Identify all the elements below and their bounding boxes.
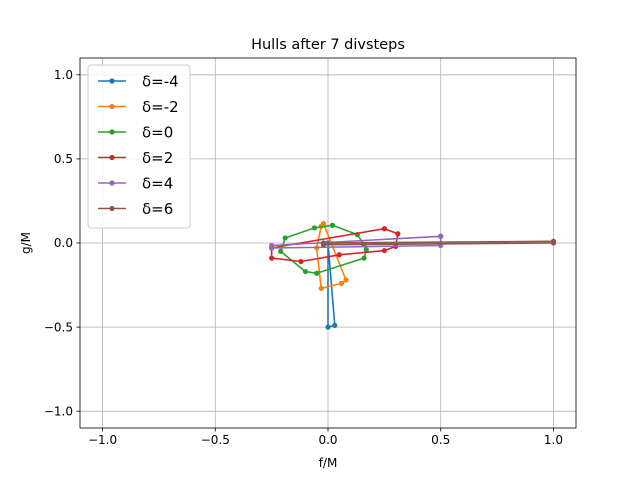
legend-entry: δ=0 xyxy=(98,124,173,142)
series-line xyxy=(327,242,336,328)
data-point xyxy=(314,270,320,276)
data-point xyxy=(395,231,401,237)
x-tick-label: −1.0 xyxy=(88,433,117,447)
x-tick-label: −0.5 xyxy=(201,433,230,447)
data-point xyxy=(282,235,288,241)
x-axis-label: f/M xyxy=(319,456,338,470)
data-point xyxy=(336,252,342,258)
legend-entry: δ=6 xyxy=(98,200,173,218)
y-tick-label: 0.0 xyxy=(54,236,73,250)
legend-marker xyxy=(109,78,115,84)
legend-label: δ=2 xyxy=(142,149,173,167)
data-point xyxy=(550,238,557,244)
legend-marker xyxy=(109,180,115,186)
data-point xyxy=(318,285,324,292)
data-point xyxy=(338,280,345,286)
data-point xyxy=(329,222,336,228)
legend-entry: δ=-2 xyxy=(98,98,179,116)
x-tick-label: 0.0 xyxy=(318,433,337,447)
data-point xyxy=(343,277,349,283)
data-point xyxy=(381,226,387,232)
data-point xyxy=(320,240,327,246)
legend-label: δ=0 xyxy=(142,124,173,142)
legend-marker xyxy=(109,103,115,110)
legend-marker xyxy=(109,154,115,161)
data-point xyxy=(320,221,327,227)
legend-entry: δ=2 xyxy=(98,149,173,167)
y-tick-label: −1.0 xyxy=(44,404,73,418)
x-tick-label: 0.5 xyxy=(431,433,450,447)
data-point xyxy=(325,324,331,330)
data-point xyxy=(381,247,387,254)
data-point xyxy=(363,247,369,253)
data-point xyxy=(332,322,338,329)
legend-label: δ=6 xyxy=(142,200,173,218)
series-5 xyxy=(320,238,557,248)
legend-entry: δ=-4 xyxy=(98,73,179,91)
axis-ticks: −1.0 −0.5 0.0 0.5 1.0 −1.0 −0.5 0.0 0.5 1.0 xyxy=(44,68,563,447)
data-point xyxy=(438,233,444,239)
plot-series xyxy=(269,221,557,330)
data-point xyxy=(298,258,304,265)
data-point xyxy=(278,248,284,255)
y-tick-label: 1.0 xyxy=(54,68,73,82)
y-tick-label: 0.5 xyxy=(54,152,73,166)
legend-label: δ=-2 xyxy=(142,98,179,116)
chart-title: Hulls after 7 divsteps xyxy=(251,37,405,53)
data-point xyxy=(311,225,318,231)
data-point xyxy=(269,255,275,261)
x-tick-label: 1.0 xyxy=(544,433,563,447)
legend-label: δ=-4 xyxy=(142,73,179,91)
y-axis-label: g/M xyxy=(19,232,33,254)
legend-entry: δ=4 xyxy=(98,175,173,193)
data-point xyxy=(361,255,367,261)
legend-marker xyxy=(109,205,115,212)
legend-label: δ=4 xyxy=(142,175,173,193)
y-tick-label: −0.5 xyxy=(44,320,73,334)
legend-marker xyxy=(109,129,115,135)
data-point xyxy=(269,242,275,249)
legend: δ=-4 δ=-2 δ=0 δ=2 δ=4 δ=6 xyxy=(87,64,191,229)
data-point xyxy=(302,268,309,275)
